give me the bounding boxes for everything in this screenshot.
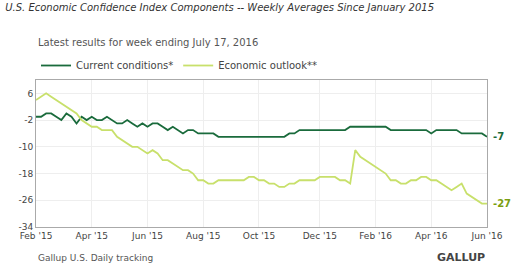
svg-text:Aug '15: Aug '15 xyxy=(186,231,220,241)
svg-text:Feb '16: Feb '16 xyxy=(359,231,392,241)
svg-text:Oct '15: Oct '15 xyxy=(243,231,275,241)
svg-text:Gallup U.S. Daily tracking: Gallup U.S. Daily tracking xyxy=(38,253,153,263)
svg-text:GALLUP: GALLUP xyxy=(437,251,485,264)
svg-text:-10: -10 xyxy=(18,142,33,152)
svg-text:6: 6 xyxy=(27,89,33,99)
svg-text:Apr '16: Apr '16 xyxy=(415,231,448,241)
svg-text:Economic outlook**: Economic outlook** xyxy=(218,60,317,71)
svg-text:-27: -27 xyxy=(493,198,511,209)
svg-text:-2: -2 xyxy=(24,115,33,125)
svg-text:-34: -34 xyxy=(18,222,33,232)
svg-text:Feb '15: Feb '15 xyxy=(20,231,53,241)
svg-text:-7: -7 xyxy=(493,131,504,142)
svg-text:-18: -18 xyxy=(18,169,33,179)
svg-text:-26: -26 xyxy=(18,195,33,205)
svg-text:Apr '15: Apr '15 xyxy=(76,231,108,241)
svg-text:Jun '16: Jun '16 xyxy=(471,231,503,241)
svg-text:Dec '15: Dec '15 xyxy=(303,231,337,241)
svg-text:Jun '15: Jun '15 xyxy=(131,231,163,241)
svg-text:Current conditions*: Current conditions* xyxy=(76,60,173,71)
svg-text:U.S. Economic Confidence Index: U.S. Economic Confidence Index Component… xyxy=(5,2,434,13)
svg-text:Latest results for week ending: Latest results for week ending July 17, … xyxy=(38,37,258,48)
